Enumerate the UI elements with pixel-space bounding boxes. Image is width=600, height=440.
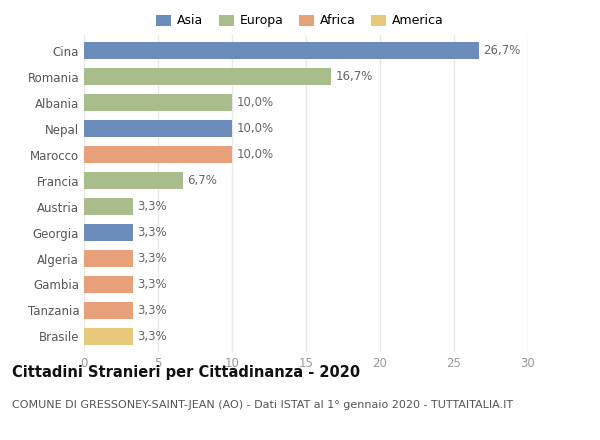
Text: 3,3%: 3,3% bbox=[137, 252, 167, 265]
Bar bbox=[84, 146, 232, 163]
Text: 10,0%: 10,0% bbox=[236, 148, 274, 161]
Text: 16,7%: 16,7% bbox=[335, 70, 373, 83]
Text: 10,0%: 10,0% bbox=[236, 122, 274, 135]
Text: 10,0%: 10,0% bbox=[236, 96, 274, 109]
Bar bbox=[84, 120, 232, 137]
Text: 3,3%: 3,3% bbox=[137, 304, 167, 317]
Bar bbox=[84, 172, 183, 189]
Text: Cittadini Stranieri per Cittadinanza - 2020: Cittadini Stranieri per Cittadinanza - 2… bbox=[12, 365, 360, 380]
Bar bbox=[84, 198, 133, 215]
Bar bbox=[84, 328, 133, 345]
Bar bbox=[84, 68, 331, 85]
Bar bbox=[84, 302, 133, 319]
Text: 3,3%: 3,3% bbox=[137, 226, 167, 239]
Bar bbox=[84, 276, 133, 293]
Legend: Asia, Europa, Africa, America: Asia, Europa, Africa, America bbox=[152, 11, 448, 31]
Bar bbox=[84, 94, 232, 111]
Text: 6,7%: 6,7% bbox=[188, 174, 217, 187]
Text: 3,3%: 3,3% bbox=[137, 200, 167, 213]
Text: 26,7%: 26,7% bbox=[484, 44, 521, 57]
Text: 3,3%: 3,3% bbox=[137, 278, 167, 291]
Text: 3,3%: 3,3% bbox=[137, 330, 167, 343]
Bar bbox=[84, 42, 479, 59]
Text: COMUNE DI GRESSONEY-SAINT-JEAN (AO) - Dati ISTAT al 1° gennaio 2020 - TUTTAITALI: COMUNE DI GRESSONEY-SAINT-JEAN (AO) - Da… bbox=[12, 400, 513, 411]
Bar bbox=[84, 250, 133, 267]
Bar bbox=[84, 224, 133, 241]
